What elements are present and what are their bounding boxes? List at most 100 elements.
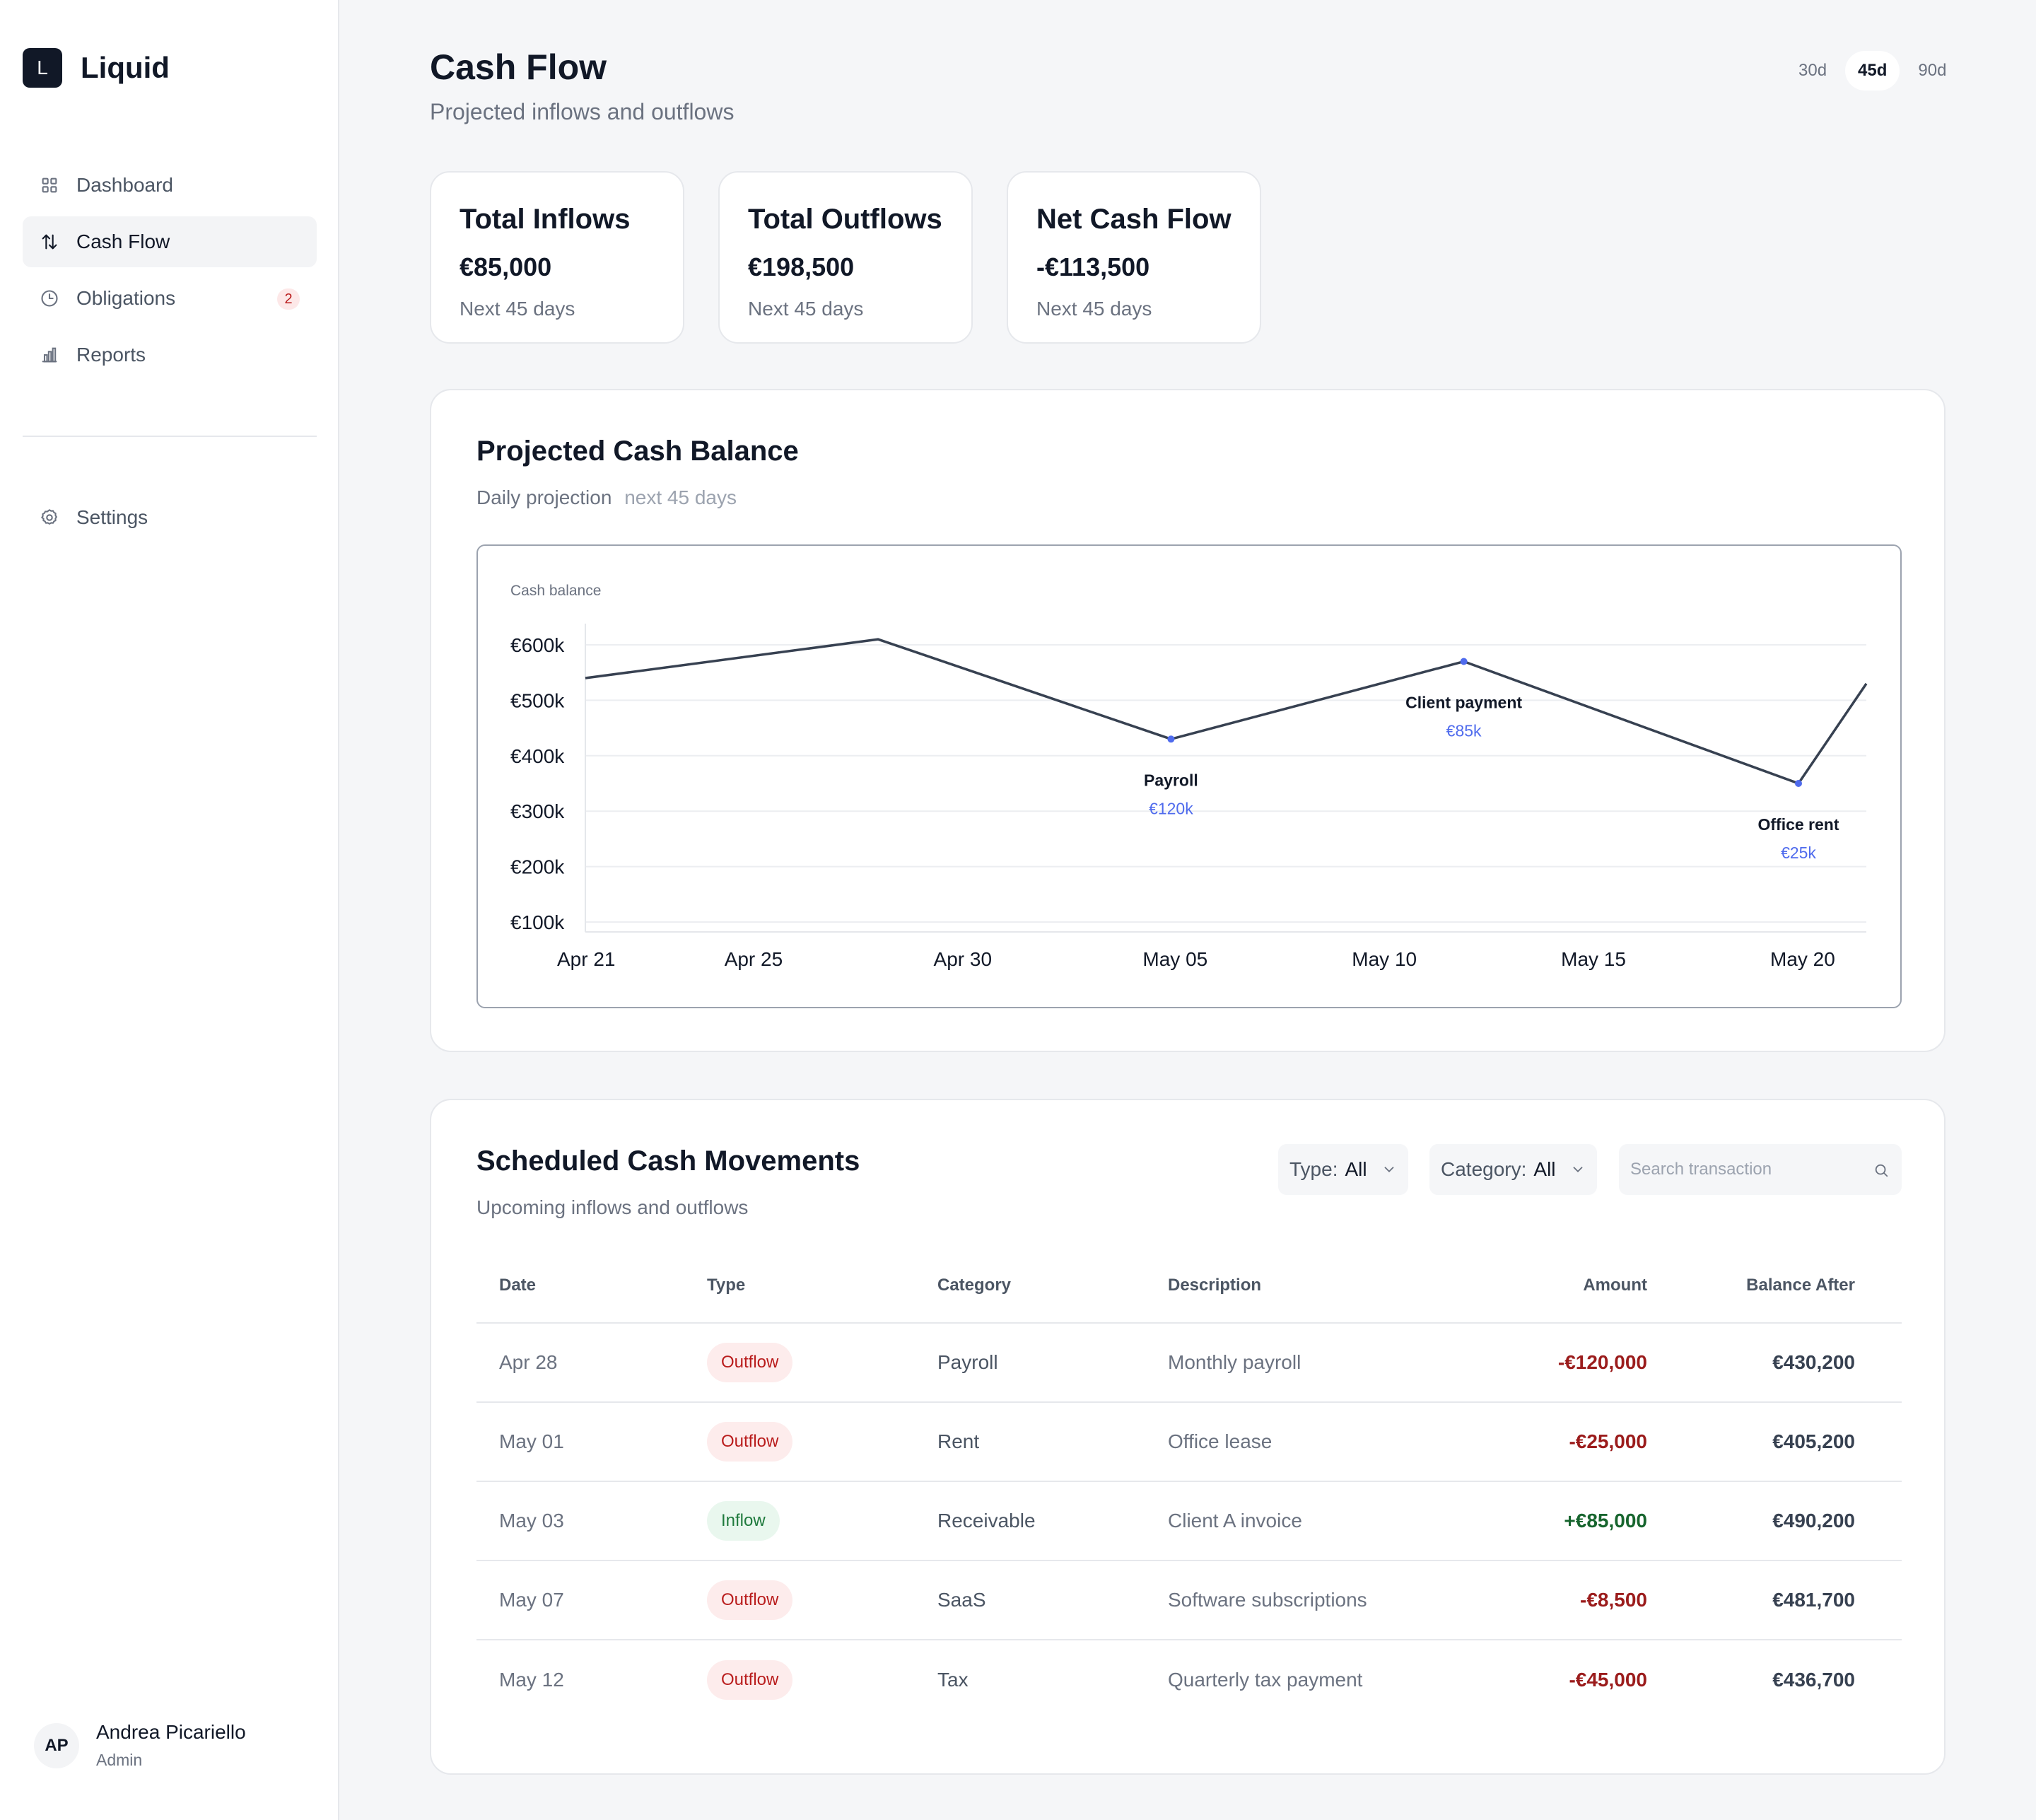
category-filter-label: Category: xyxy=(1441,1158,1527,1180)
clock-icon xyxy=(40,288,59,308)
projection-panel: Projected Cash Balance Daily projection … xyxy=(430,389,1946,1052)
stat-value: €85,000 xyxy=(460,252,552,281)
table-row[interactable]: May 12 Outflow Tax Quarterly tax payment… xyxy=(476,1640,1902,1720)
cell-description: Monthly payroll xyxy=(1168,1351,1301,1373)
cell-category: Payroll xyxy=(937,1351,998,1373)
cell-amount: -€120,000 xyxy=(1557,1351,1647,1373)
chart-point-marker xyxy=(1795,780,1802,787)
table-row[interactable]: May 07 Outflow SaaS Software subscriptio… xyxy=(476,1561,1902,1640)
cell-amount: +€85,000 xyxy=(1564,1510,1647,1532)
cell-date: May 01 xyxy=(499,1430,564,1452)
avatar: AP xyxy=(34,1722,79,1768)
projection-subtitle-main: Daily projection xyxy=(476,486,612,508)
bar-chart-icon xyxy=(40,345,59,365)
chart-y-tick-label: €200k xyxy=(510,856,565,878)
sidebar-item-obligations[interactable]: Obligations 2 xyxy=(23,273,317,324)
type-badge: Outflow xyxy=(707,1580,793,1620)
range-45d-button[interactable]: 45d xyxy=(1845,51,1900,91)
stat-card-total-outflows: Total Outflows €198,500 Next 45 days xyxy=(718,171,973,344)
range-30d-button[interactable]: 30d xyxy=(1798,61,1827,80)
type-filter-label: Type: xyxy=(1289,1158,1338,1180)
column-header-balance-after[interactable]: Balance After xyxy=(1746,1276,1855,1295)
search-icon[interactable] xyxy=(1873,1162,1889,1178)
cell-balance-after: €436,700 xyxy=(1772,1669,1855,1691)
brand-name: Liquid xyxy=(81,51,170,84)
chart-svg: Cash balance €600k €500k €400k €300k €200k €10… xyxy=(510,583,1868,970)
stat-note: Next 45 days xyxy=(748,298,864,320)
stat-card-net-cash-flow: Net Cash Flow -€113,500 Next 45 days xyxy=(1007,171,1261,344)
stat-title: Net Cash Flow xyxy=(1036,204,1231,235)
column-header-category[interactable]: Category xyxy=(937,1276,1012,1295)
cell-description: Office lease xyxy=(1168,1430,1272,1452)
type-filter-value: All xyxy=(1345,1158,1367,1180)
sidebar-item-label: Obligations xyxy=(76,287,176,309)
stat-note: Next 45 days xyxy=(1036,298,1152,320)
sidebar-settings-group: Settings xyxy=(23,492,317,549)
column-header-description[interactable]: Description xyxy=(1168,1276,1262,1295)
cell-amount: -€8,500 xyxy=(1580,1589,1647,1611)
category-filter-dropdown[interactable]: Category: All xyxy=(1429,1144,1597,1195)
chart-y-tick-label: €300k xyxy=(510,800,565,822)
projection-subtitle: Daily projection next 45 days xyxy=(476,486,737,509)
stat-value: -€113,500 xyxy=(1036,252,1150,281)
page-subtitle: Projected inflows and outflows xyxy=(430,99,735,124)
chart-point-marker xyxy=(1460,658,1468,665)
cell-date: May 03 xyxy=(499,1510,564,1532)
chart-annotation-label: Payroll xyxy=(1144,771,1198,789)
grid-icon xyxy=(40,175,59,195)
sidebar-item-label: Cash Flow xyxy=(76,231,170,252)
brand[interactable]: L Liquid xyxy=(23,48,170,88)
column-header-amount[interactable]: Amount xyxy=(1583,1276,1647,1295)
type-badge: Outflow xyxy=(707,1343,793,1382)
projection-subtitle-range: next 45 days xyxy=(624,486,737,508)
table-row[interactable]: May 03 Inflow Receivable Client A invoic… xyxy=(476,1482,1902,1561)
cell-amount: -€45,000 xyxy=(1569,1669,1647,1691)
cell-date: May 07 xyxy=(499,1589,564,1611)
projection-title: Projected Cash Balance xyxy=(476,436,799,467)
type-badge: Outflow xyxy=(707,1422,793,1462)
cell-category: SaaS xyxy=(937,1589,986,1611)
movements-title: Scheduled Cash Movements xyxy=(476,1145,860,1177)
range-90d-button[interactable]: 90d xyxy=(1918,61,1947,80)
search-input[interactable] xyxy=(1619,1144,1902,1195)
stat-title: Total Inflows xyxy=(460,204,631,235)
type-filter-dropdown[interactable]: Type: All xyxy=(1278,1144,1408,1195)
chart-y-tick-label: €400k xyxy=(510,745,565,767)
sidebar-item-cash-flow[interactable]: Cash Flow xyxy=(23,216,317,267)
cell-balance-after: €481,700 xyxy=(1772,1589,1855,1611)
stat-title: Total Outflows xyxy=(748,204,942,235)
cell-description: Software subscriptions xyxy=(1168,1589,1367,1611)
cell-date: Apr 28 xyxy=(499,1351,558,1373)
chart-y-tick-label: €500k xyxy=(510,689,565,711)
type-badge: Inflow xyxy=(707,1501,780,1541)
sidebar-item-label: Dashboard xyxy=(76,174,173,196)
chevron-down-icon xyxy=(1384,1167,1394,1173)
column-header-date[interactable]: Date xyxy=(499,1276,537,1295)
sidebar-item-reports[interactable]: Reports xyxy=(23,329,317,380)
chart-ylabel: Cash balance xyxy=(510,583,601,599)
sidebar-item-dashboard[interactable]: Dashboard xyxy=(23,160,317,211)
chart-x-tick-label: May 10 xyxy=(1352,948,1417,970)
chart-annotation-amount: €25k xyxy=(1781,844,1816,862)
cell-balance-after: €430,200 xyxy=(1772,1351,1855,1373)
cell-balance-after: €490,200 xyxy=(1772,1510,1855,1532)
table-row[interactable]: Apr 28 Outflow Payroll Monthly payroll -… xyxy=(476,1324,1902,1403)
user-profile[interactable]: AP Andrea Picariello Admin xyxy=(34,1721,246,1770)
gear-icon xyxy=(40,508,59,527)
cell-category: Rent xyxy=(937,1430,980,1452)
range-selector: 30d 45d 90d xyxy=(1786,51,1959,91)
chart-x-tick-label: May 15 xyxy=(1561,948,1626,970)
movements-subtitle: Upcoming inflows and outflows xyxy=(476,1196,749,1218)
table-row[interactable]: May 01 Outflow Rent Office lease -€25,00… xyxy=(476,1403,1902,1482)
cell-description: Quarterly tax payment xyxy=(1168,1669,1363,1691)
chart-annotation-label: Client payment xyxy=(1405,694,1522,712)
chart-y-tick-label: €600k xyxy=(510,634,565,656)
chevron-down-icon xyxy=(1573,1167,1582,1173)
user-info: Andrea Picariello Admin xyxy=(96,1721,246,1770)
column-header-type[interactable]: Type xyxy=(707,1276,746,1295)
brand-logo: L xyxy=(23,48,62,88)
sidebar-item-settings[interactable]: Settings xyxy=(23,492,317,543)
chart-annotation-amount: €85k xyxy=(1446,722,1482,740)
cash-balance-chart: Cash balance €600k €500k €400k €300k €200k €10… xyxy=(476,544,1902,1008)
cell-category: Tax xyxy=(937,1669,969,1691)
